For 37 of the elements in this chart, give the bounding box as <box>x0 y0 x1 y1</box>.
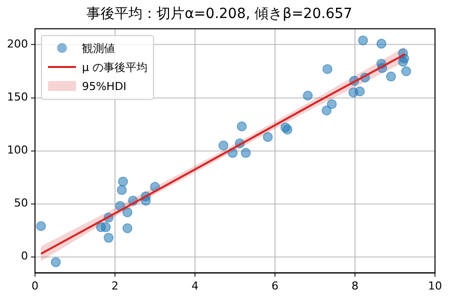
point <box>401 66 412 76</box>
point <box>262 132 273 142</box>
point <box>104 232 114 243</box>
point <box>240 148 251 158</box>
point <box>50 257 61 268</box>
point <box>282 124 292 135</box>
chart-title: 事後平均：切片α=0.208, 傾きβ=20.657 <box>86 6 352 22</box>
legend-label: μ の事後平均 <box>82 60 148 75</box>
point <box>118 176 128 187</box>
point <box>100 222 111 232</box>
point <box>358 35 368 46</box>
y-tick-label: 50 <box>14 196 28 210</box>
point <box>386 72 396 82</box>
point <box>322 64 332 74</box>
point <box>122 207 132 218</box>
point <box>36 221 46 232</box>
point <box>354 86 365 96</box>
x-tick-label: 0 <box>31 279 38 292</box>
y-tick-label: 150 <box>6 90 28 104</box>
x-tick-label: 10 <box>428 279 442 292</box>
x-tick-label: 6 <box>272 279 278 292</box>
annotation: 95%HDI <box>82 80 126 93</box>
point <box>322 105 332 116</box>
point <box>302 90 313 101</box>
x-tick-label: 4 <box>191 279 198 292</box>
y-tick-label: 200 <box>6 38 28 51</box>
point <box>236 121 247 132</box>
point <box>218 140 228 150</box>
point <box>122 223 132 234</box>
y-tick-label: 100 <box>6 144 28 157</box>
point <box>376 38 386 49</box>
x-tick-label: 2 <box>111 279 118 292</box>
point <box>326 99 337 110</box>
legend-label: 観測値 <box>82 40 115 56</box>
x-tick-label: 8 <box>352 279 358 292</box>
y-tick-label: 0 <box>20 250 28 263</box>
point <box>116 185 127 196</box>
